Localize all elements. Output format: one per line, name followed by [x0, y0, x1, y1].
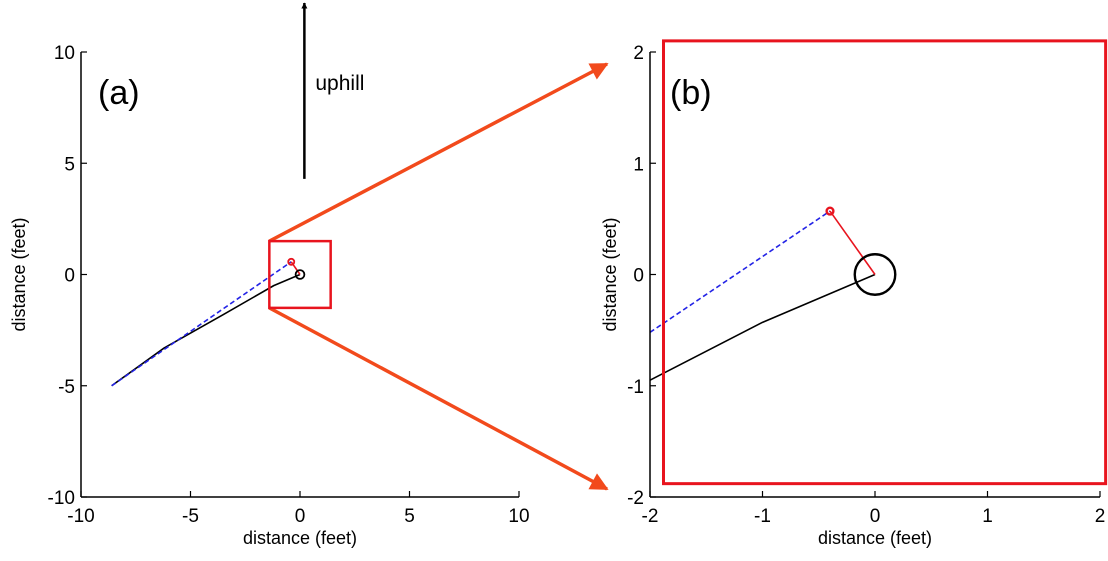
series-line-2: [829, 210, 876, 275]
x-tick-label: -2: [642, 506, 659, 527]
axes: -2 -1 0 1 2 -2 -1 0 1 2: [627, 43, 1105, 527]
series-line-0: [111, 273, 301, 387]
series-line-0: [649, 273, 876, 381]
zoom-box: [268, 239, 332, 310]
y-tick-label: 0: [633, 266, 644, 287]
x-tick-label: 1: [982, 506, 993, 527]
x-tick-label: -5: [182, 506, 199, 527]
y-tick-label: 0: [64, 266, 75, 287]
x-tick-label: 0: [295, 506, 306, 527]
y-tick-label: -2: [627, 488, 644, 509]
x-tick-label: 10: [508, 506, 529, 527]
series-line-1: [649, 210, 831, 334]
y-tick-label: 2: [633, 43, 644, 64]
x-tick-label: 0: [870, 506, 881, 527]
x-tick-label: 5: [404, 506, 415, 527]
y-tick-label: -10: [48, 488, 75, 509]
y-axis-label: distance (feet): [9, 217, 29, 331]
y-tick-label: -5: [58, 377, 75, 398]
axes: -10 -5 0 5 10 -10 -5 0 5 10: [48, 43, 530, 527]
series-group: [111, 261, 301, 387]
x-tick-label: 2: [1095, 506, 1106, 527]
x-tick-label: -1: [754, 506, 771, 527]
zoom-frame: [662, 39, 1108, 486]
x-axis-label: distance (feet): [243, 528, 357, 548]
panel-label: (a): [98, 74, 140, 112]
uphill-label: uphill: [315, 72, 364, 95]
markers-group: [825, 206, 897, 296]
panel-b: -2 -1 0 1 2 -2 -1 0 1 2 (b) distance (feet) dista…: [600, 39, 1108, 548]
marker-1: [294, 269, 306, 280]
zoom-arrow-bottom: [268, 306, 609, 491]
x-tick-label: -10: [67, 506, 94, 527]
y-tick-label: 1: [633, 154, 644, 175]
markers-group: [287, 257, 306, 280]
y-axis-label: distance (feet): [600, 217, 620, 331]
y-tick-label: 5: [64, 154, 75, 175]
x-axis-label: distance (feet): [818, 528, 932, 548]
y-tick-label: 10: [54, 43, 75, 64]
marker-0: [287, 257, 296, 266]
panel-label: (b): [670, 74, 712, 112]
marker-1: [853, 253, 897, 296]
y-tick-label: -1: [627, 377, 644, 398]
marker-0: [825, 206, 835, 216]
zoom-connector: [268, 62, 609, 491]
series-group: [649, 210, 876, 381]
panel-a: uphill -10 -5 0 5 10 -10 -5 0 5 10 (a) distance (…: [9, 2, 609, 548]
series-line-1: [111, 261, 292, 387]
zoom-arrow-top: [268, 62, 609, 243]
